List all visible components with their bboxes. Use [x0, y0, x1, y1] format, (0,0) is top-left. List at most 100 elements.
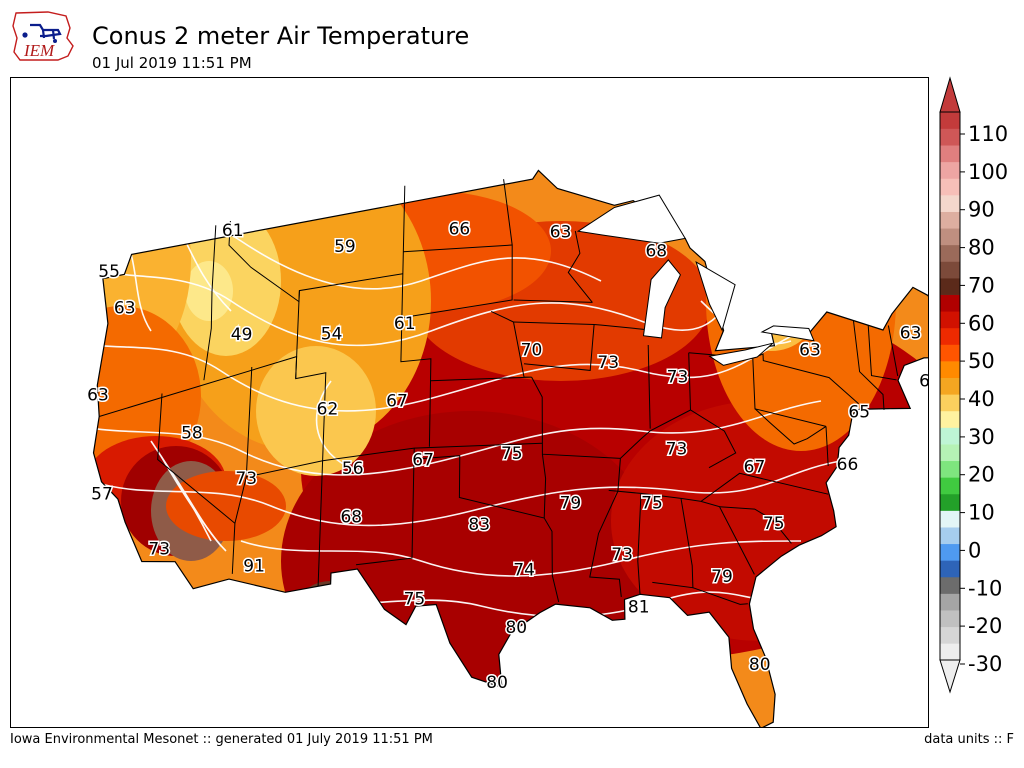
colorbar-bin: [940, 311, 960, 329]
temperature-value-label: 56: [342, 459, 364, 479]
state-border: [203, 225, 217, 381]
colorbar-tick-label: 40: [968, 387, 995, 411]
temperature-value-label: 63: [87, 386, 109, 406]
colorbar-tick-label: 30: [968, 425, 995, 449]
state-border: [400, 185, 432, 447]
temperature-value-label: 79: [711, 567, 733, 587]
colorbar-tick-label: 80: [968, 236, 995, 260]
colorbar-bin: [940, 427, 960, 445]
colorbar-frame: [939, 111, 961, 661]
colorbar-tick-label: 110: [968, 122, 1008, 146]
colorbar-bin: [940, 128, 960, 146]
great-lakes: [576, 194, 815, 366]
state-border: [401, 179, 513, 319]
state-border: [513, 321, 656, 331]
colorbar-bin: [940, 576, 960, 594]
colorbar-bin: [940, 278, 960, 295]
colorbar-bin: [940, 112, 960, 129]
colorbar-tick-label: -20: [968, 614, 1002, 638]
temperature-value-label: 57: [91, 484, 113, 504]
colorbar-bin: [940, 493, 960, 511]
colorbar-tick-label: -30: [968, 652, 1002, 676]
colorbar-bin: [940, 294, 960, 312]
colorbar-bin: [940, 161, 960, 179]
colorbar-bin: [940, 145, 960, 163]
temperature-value-label: 68: [645, 242, 667, 262]
state-border: [228, 220, 403, 303]
state-border: [754, 408, 827, 445]
state-borders: [99, 179, 899, 605]
colorbar-bins: [939, 76, 961, 694]
colorbar-tick-label: 70: [968, 273, 995, 297]
colorbar-tick-label: -10: [968, 576, 1002, 600]
temperature-value-label: 70: [521, 341, 543, 361]
colorbar-bin: [940, 560, 960, 578]
temperature-value-label: 63: [114, 298, 136, 318]
map-title: Conus 2 meter Air Temperature: [92, 22, 470, 50]
colorbar-tick-label: 50: [968, 349, 995, 373]
lake: [642, 259, 681, 339]
map-frame: 55 61 63 59 66 63 68 63 63 49 54 61 68 63 70 73 73 65 57 58…: [10, 77, 929, 728]
temperature-value-label: 80: [486, 673, 508, 693]
colorbar-bin: [940, 377, 960, 395]
temperature-value-label: 66: [449, 219, 471, 239]
temperature-value-label: 75: [501, 444, 523, 464]
temperature-value-label: 73: [597, 353, 619, 373]
temperature-value-label: 67: [386, 392, 408, 412]
lake: [760, 325, 815, 342]
state-border: [430, 310, 532, 382]
lake: [708, 342, 774, 366]
colorbar-bin: [940, 626, 960, 644]
temperature-value-label: 68: [919, 372, 929, 392]
state-border: [355, 448, 415, 566]
temperature-map: 55 61 63 59 66 63 68 63 63 49 54 61 68 63 70 73 73 65 57 58…: [11, 78, 929, 727]
temperature-value-label: 63: [900, 324, 922, 344]
temperature-value-label: 80: [505, 618, 527, 638]
state-border: [99, 355, 298, 417]
state-border: [852, 320, 885, 410]
temperature-value-label: 75: [404, 590, 426, 610]
colorbar-bin: [940, 394, 960, 412]
temperature-value-label: 79: [560, 494, 582, 514]
state-border: [295, 290, 327, 461]
state-border: [652, 498, 694, 589]
state-border: [403, 244, 513, 253]
colorbar-tick-label: 100: [968, 160, 1008, 184]
temperature-value-label: 75: [641, 493, 663, 513]
state-border: [688, 352, 691, 411]
temperature-value-label: 66: [837, 455, 859, 475]
temperature-value-label: 68: [340, 507, 362, 527]
map-timestamp: 01 Jul 2019 11:51 PM: [92, 54, 252, 72]
colorbar-tick-label: 10: [968, 501, 995, 525]
colorbar-bin: [940, 610, 960, 628]
temperature-value-label: 61: [222, 221, 244, 241]
temperature-value-label: 59: [334, 237, 356, 257]
colorbar-bin: [940, 543, 960, 561]
value-labels: 55 61 63 59 66 63 68 63 63 49 54 61 68 63 70 73 73 65 57 58…: [86, 218, 929, 695]
colorbar-bin: [940, 444, 960, 462]
colorbar-bin: [940, 410, 960, 428]
lake: [576, 194, 686, 244]
temperature-value-label: 54: [321, 325, 343, 345]
temperature-value-label: 74: [513, 561, 535, 581]
temperature-value-label: 61: [394, 314, 416, 334]
colorbar-bin: [940, 477, 960, 495]
colorbar-bin: [940, 228, 960, 246]
colorbar-min-arrow: [939, 659, 961, 694]
temperature-value-label: 73: [611, 545, 633, 565]
colorbar-bin: [940, 527, 960, 545]
colorbar-bin: [940, 643, 960, 661]
colorbar-bin: [940, 327, 960, 345]
colorbar-bin: [940, 361, 960, 378]
temperature-value-label: 73: [666, 440, 688, 460]
colorbar-tick-label: 20: [968, 463, 995, 487]
state-border: [589, 458, 622, 597]
logo-text: IEM: [23, 41, 55, 60]
colorbar-tick-label: 60: [968, 311, 995, 335]
state-border: [719, 506, 792, 544]
lake: [695, 261, 736, 332]
colorbar-max-arrow: [939, 76, 961, 113]
colorbar-bin: [940, 195, 960, 212]
